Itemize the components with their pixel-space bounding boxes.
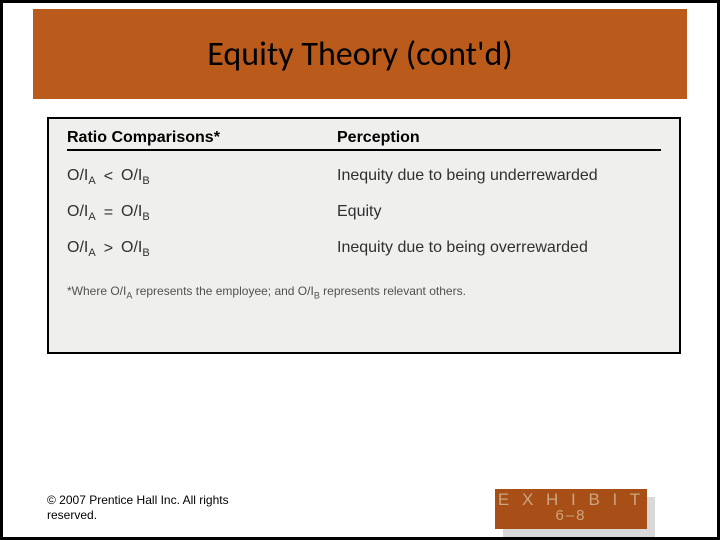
table-footnote: *Where O/IA represents the employee; and… (67, 284, 661, 300)
slide-title: Equity Theory (cont'd) (207, 34, 512, 75)
header-ratio-comparisons: Ratio Comparisons* (67, 129, 337, 147)
ratio-relation: < (104, 168, 113, 186)
ratio-relation: = (104, 204, 113, 222)
exhibit-number: 6–8 (496, 508, 646, 524)
title-band: Equity Theory (cont'd) (33, 9, 687, 99)
table-row: O/IA = O/IB Equity (67, 203, 661, 223)
ratio-cell: O/IA = O/IB (67, 203, 337, 223)
ratio-sub-a: A (88, 211, 95, 223)
header-perception: Perception (337, 129, 661, 147)
footnote-mid: represents the employee; and O/I (132, 284, 313, 298)
ratio-term-a: O/I (67, 167, 88, 184)
table-row: O/IA > O/IB Inequity due to being overre… (67, 239, 661, 259)
slide: Equity Theory (cont'd) Ratio Comparisons… (0, 0, 720, 540)
ratio-term-b: O/I (121, 239, 142, 256)
ratio-sub-a: A (88, 175, 95, 187)
ratio-term-b: O/I (121, 167, 142, 184)
ratio-sub-b: B (142, 211, 149, 223)
footnote-prefix: *Where O/I (67, 284, 126, 298)
perception-cell: Equity (337, 203, 661, 223)
ratio-sub-b: B (142, 175, 149, 187)
exhibit-badge: E X H I B I T 6–8 (495, 489, 655, 537)
footnote-suffix: represents relevant others. (320, 284, 466, 298)
table-row: O/IA < O/IB Inequity due to being underr… (67, 167, 661, 187)
exhibit-box: E X H I B I T 6–8 (495, 489, 647, 529)
ratio-cell: O/IA > O/IB (67, 239, 337, 259)
copyright-text: © 2007 Prentice Hall Inc. All rights res… (47, 493, 237, 523)
ratio-term-a: O/I (67, 203, 88, 220)
ratio-term-a: O/I (67, 239, 88, 256)
ratio-term-b: O/I (121, 203, 142, 220)
ratio-cell: O/IA < O/IB (67, 167, 337, 187)
ratio-sub-a: A (88, 248, 95, 260)
ratio-sub-b: B (142, 248, 149, 260)
perception-cell: Inequity due to being underrewarded (337, 167, 661, 187)
ratio-relation: > (104, 240, 113, 258)
equity-table: Ratio Comparisons* Perception O/IA < O/I… (47, 117, 681, 354)
perception-cell: Inequity due to being overrewarded (337, 239, 661, 259)
table-header-row: Ratio Comparisons* Perception (67, 129, 661, 151)
